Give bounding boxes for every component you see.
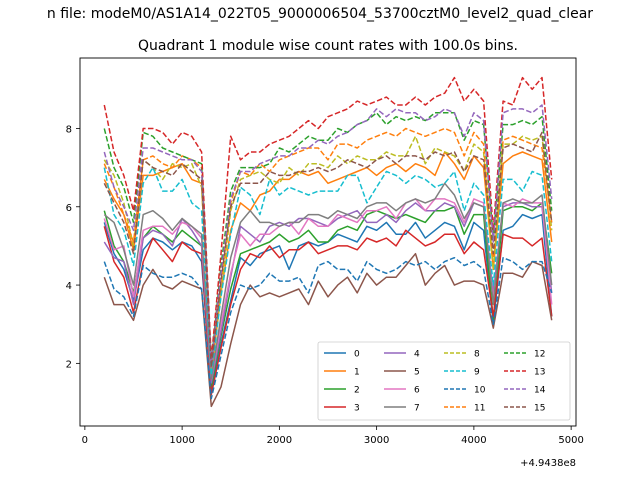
legend-label-0: 0 — [354, 350, 360, 360]
y-tick-label: 8 — [66, 124, 72, 135]
legend-label-1: 1 — [354, 368, 360, 378]
legend-label-14: 14 — [534, 386, 546, 396]
legend-label-13: 13 — [534, 368, 545, 378]
x-axis-offset-label: +4.9438e8 — [520, 458, 576, 469]
series-line-10 — [103, 256, 553, 400]
series-line-15 — [103, 131, 553, 369]
legend-label-15: 15 — [534, 404, 545, 414]
x-tick-label: 0 — [82, 435, 88, 446]
series-line-7 — [103, 182, 553, 380]
series-line-5 — [103, 252, 553, 408]
y-tick-label: 6 — [66, 203, 72, 214]
series-line-1 — [103, 151, 553, 376]
series-line-2 — [103, 202, 553, 388]
legend-label-4: 4 — [414, 350, 420, 360]
legend-label-10: 10 — [474, 386, 486, 396]
legend-label-5: 5 — [414, 368, 420, 378]
series-line-14 — [103, 104, 553, 369]
series-line-6 — [103, 198, 553, 380]
legend-label-8: 8 — [474, 350, 480, 360]
y-tick-label: 4 — [66, 281, 72, 292]
chart-title: Quadrant 1 module wise count rates with … — [138, 38, 518, 54]
legend-label-12: 12 — [534, 350, 545, 360]
series-line-9 — [103, 166, 553, 376]
figure-suptitle: n file: modeM0/AS1A14_022T05_9000006504_… — [47, 6, 593, 22]
x-tick-label: 1000 — [169, 435, 194, 446]
legend-label-9: 9 — [474, 368, 480, 378]
x-tick-label: 3000 — [364, 435, 389, 446]
x-tick-label: 5000 — [558, 435, 583, 446]
legend-label-6: 6 — [414, 386, 420, 396]
legend-label-2: 2 — [354, 386, 360, 396]
series-line-13 — [103, 76, 553, 361]
series-line-8 — [103, 135, 553, 372]
legend-label-11: 11 — [474, 404, 485, 414]
series-line-11 — [103, 127, 553, 369]
series-line-12 — [103, 112, 553, 365]
y-tick-label: 2 — [66, 359, 72, 370]
x-tick-label: 2000 — [267, 435, 292, 446]
series-layer — [103, 76, 553, 408]
axis-ticks: 0 1000 2000 3000 4000 5000 2 4 6 8 — [66, 124, 584, 446]
x-tick-label: 4000 — [461, 435, 486, 446]
plot-area — [79, 57, 577, 427]
legend-label-3: 3 — [354, 404, 360, 414]
legend-frame — [317, 341, 571, 421]
legend-label-7: 7 — [414, 404, 420, 414]
series-line-3 — [103, 226, 553, 396]
